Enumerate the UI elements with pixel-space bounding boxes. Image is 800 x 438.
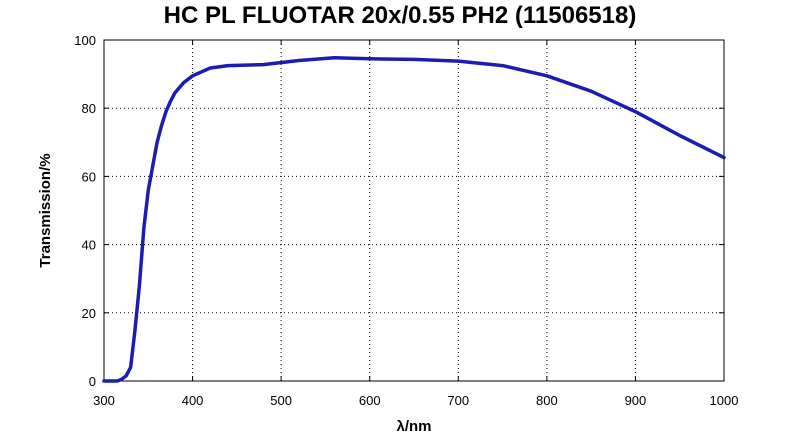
axis-ticks: 300 400 500 600 700 800 900 1000 0 20 40 60 80 100 [74, 33, 738, 408]
y-axis-label: Transmission/% [37, 153, 54, 267]
x-tick-label: 900 [625, 393, 647, 408]
x-tick-label: 400 [182, 393, 204, 408]
y-tick-label: 100 [74, 33, 96, 48]
chart-title: HC PL FLUOTAR 20x/0.55 PH2 (11506518) [163, 2, 637, 29]
y-tick-label: 0 [89, 374, 96, 389]
y-tick-label: 80 [82, 101, 96, 116]
x-axis-label: λ/nm [396, 418, 431, 435]
x-tick-label: 300 [93, 393, 115, 408]
y-tick-label: 20 [82, 306, 96, 321]
y-tick-label: 60 [82, 169, 96, 184]
x-tick-label: 600 [359, 393, 381, 408]
x-tick-label: 700 [447, 393, 469, 408]
transmission-series-line [102, 55, 726, 383]
series-layer [102, 55, 726, 383]
grid-lines [104, 40, 724, 381]
x-tick-label: 800 [536, 393, 558, 408]
plot-frame [103, 39, 725, 382]
x-tick-label: 1000 [710, 393, 739, 408]
x-tick-label: 500 [270, 393, 292, 408]
y-tick-label: 40 [82, 238, 96, 253]
